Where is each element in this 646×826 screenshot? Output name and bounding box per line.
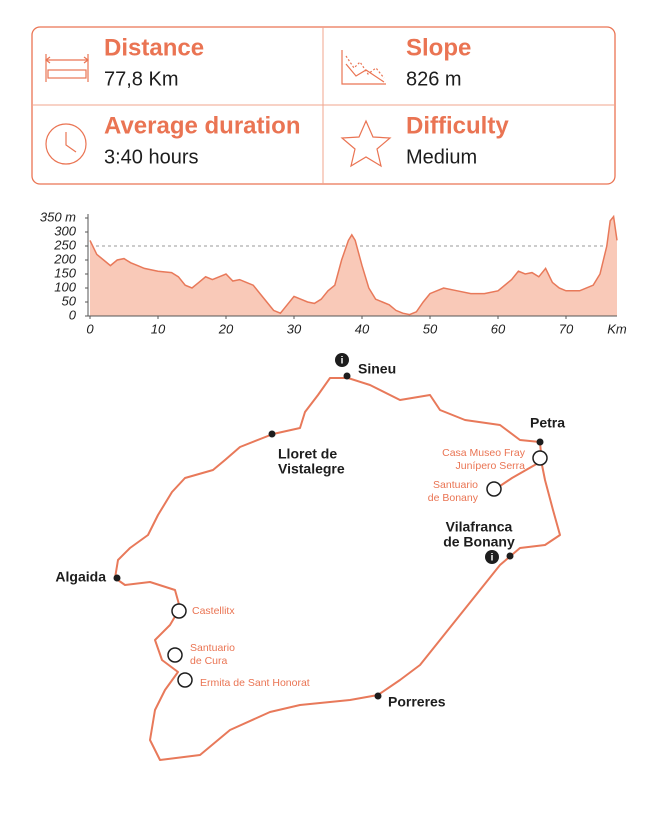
stat-value: 3:40 hours — [104, 146, 199, 168]
poi-icons — [167, 450, 548, 688]
y-tick-label: 100 — [54, 279, 76, 294]
x-tick-label: 30 — [287, 321, 302, 336]
poi-label: Ermita de Sant Honorat — [200, 677, 310, 689]
town-label: Sineu — [358, 361, 396, 377]
stat-label: Distance — [104, 34, 204, 61]
town-label: Vilafranca — [446, 519, 513, 535]
x-tick-label: 10 — [151, 321, 166, 336]
town-label: Vistalegre — [278, 461, 345, 477]
poi-label: Casa Museo Fray — [442, 447, 526, 459]
x-tick-label: 50 — [423, 321, 438, 336]
y-tick-label: 0 — [69, 307, 77, 322]
clock-icon — [45, 123, 87, 165]
route — [114, 377, 561, 761]
y-tick-label: 200 — [53, 251, 76, 266]
stat-value: 77,8 Km — [104, 68, 178, 90]
y-tick-label: 150 — [54, 265, 76, 280]
x-tick-label: 20 — [218, 321, 234, 336]
slope-icon — [341, 50, 386, 85]
star-icon — [340, 119, 392, 168]
line — [89, 214, 618, 316]
stat-label: Slope — [406, 34, 471, 61]
area — [90, 216, 617, 316]
town-label: Lloret de — [278, 446, 337, 462]
x-tick-label: 60 — [491, 321, 506, 336]
y-tick-label: 250 — [53, 237, 76, 252]
stat-value: Medium — [406, 146, 477, 168]
info-icons: i i — [335, 353, 499, 564]
stat-label: Difficulty — [406, 112, 509, 139]
x-axis-label: Km — [607, 321, 627, 336]
poi-label: Santuario — [190, 642, 235, 654]
poi-label: de Cura — [190, 655, 228, 667]
town-dots — [113, 372, 544, 700]
poi-label: Junípero Serra — [456, 460, 526, 472]
stat-label: Average duration — [104, 112, 301, 139]
y-tick-label: 350 m — [40, 209, 76, 224]
distance-icon — [45, 54, 89, 82]
poi-label: Santuario — [433, 479, 478, 491]
x-tick-label: 70 — [559, 321, 574, 336]
stat-value: 826 m — [406, 68, 462, 90]
poi-label: Castellitx — [192, 605, 235, 617]
svg-text:i: i — [341, 356, 344, 367]
x-tick-label: 40 — [355, 321, 370, 336]
town-label: de Bonany — [443, 534, 515, 550]
svg-text:i: i — [491, 553, 494, 564]
x-tick-label: 0 — [86, 321, 94, 336]
town-label: Porreres — [388, 694, 446, 710]
y-tick-label: 50 — [62, 293, 77, 308]
town-label: Algaida — [55, 569, 106, 585]
poi-label: de Bonany — [428, 492, 479, 504]
town-label: Petra — [530, 415, 565, 431]
y-tick-label: 300 — [54, 223, 76, 238]
